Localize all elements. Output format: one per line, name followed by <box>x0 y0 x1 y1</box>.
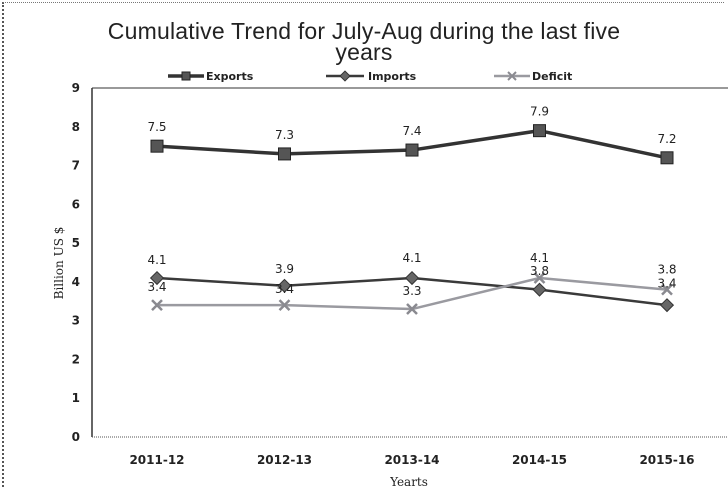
imports-point <box>149 270 165 286</box>
x-tick-label: 2013-14 <box>384 453 439 467</box>
y-tick-label: 0 <box>72 430 80 444</box>
imports-point <box>277 278 292 293</box>
legend-label-exports: Exports <box>206 70 254 83</box>
y-tick-label: 1 <box>72 391 80 405</box>
y-tick-label: 3 <box>72 314 80 328</box>
data-labels: 7.57.3 7.47.97.24.13.94.13.83.43.4 3.4 3.34… <box>147 105 676 298</box>
data-label: 4.1 <box>402 251 421 265</box>
legend-marker-imports <box>339 70 351 82</box>
legend-marker-deficit <box>507 71 517 81</box>
chart-frame <box>2 2 724 487</box>
x-tick-label: 2011-12 <box>129 453 184 467</box>
y-tick-label: 6 <box>72 197 80 211</box>
imports-point <box>659 298 675 313</box>
legend-label-imports: Imports <box>368 70 417 83</box>
axes <box>91 87 728 438</box>
data-label: 4.1 <box>530 251 549 265</box>
legend: Exports Imports Deficit <box>168 70 572 83</box>
exports-point <box>150 139 164 153</box>
data-label: 7.9 <box>530 105 549 119</box>
legend-label-deficit: Deficit <box>532 70 572 83</box>
deficit-point <box>406 303 418 315</box>
chart-title-line-2: years <box>335 39 393 65</box>
deficit-point <box>151 299 163 312</box>
deficit-point <box>533 272 546 284</box>
y-axis-ticks: 0 1 2 3 4 5 6 7 8 9 <box>72 81 80 444</box>
y-axis-title: Billion US $ <box>52 227 66 300</box>
x-tick-label: 2014-15 <box>512 453 567 467</box>
data-label: 3.4 <box>657 277 676 291</box>
exports-point <box>660 151 674 165</box>
deficit-point <box>661 283 673 296</box>
data-label: 3.8 <box>530 264 549 278</box>
exports-point <box>533 124 546 138</box>
imports-point <box>532 282 547 297</box>
data-label: 7.5 <box>147 120 166 134</box>
data-label: 3.9 <box>275 262 294 276</box>
exports-point <box>405 143 419 157</box>
y-tick-label: 9 <box>72 81 80 95</box>
data-label: 7.4 <box>402 124 421 138</box>
data-label: 4.1 <box>147 253 166 267</box>
y-tick-label: 8 <box>72 120 80 134</box>
legend-marker-exports <box>181 71 191 81</box>
data-label: 3.4 <box>275 282 294 296</box>
x-tick-label: 2012-13 <box>257 453 312 467</box>
y-tick-label: 7 <box>72 159 80 173</box>
data-label: 3.3 <box>402 284 421 298</box>
y-tick-label: 4 <box>72 275 80 289</box>
y-tick-label: 5 <box>72 236 80 250</box>
deficit-point <box>278 299 291 312</box>
data-label: 7.3 <box>275 128 294 142</box>
chart-title: Cumulative Trend for July-Aug during the… <box>0 18 728 66</box>
y-tick-label: 2 <box>72 352 80 366</box>
chart-title-line-1: Cumulative Trend for July-Aug during the… <box>107 18 621 44</box>
series-group <box>149 124 675 315</box>
exports-point <box>278 147 291 161</box>
data-label: 3.4 <box>147 280 166 294</box>
data-label: 7.2 <box>657 132 676 146</box>
imports-point <box>404 270 420 286</box>
data-label: 3.8 <box>657 263 676 277</box>
x-tick-label: 2015-16 <box>639 453 694 467</box>
x-axis-ticks: 2011-12 2012-13 2013-14 2014-15 2015-16 <box>129 453 694 467</box>
x-axis-title: Yearts <box>389 475 428 489</box>
